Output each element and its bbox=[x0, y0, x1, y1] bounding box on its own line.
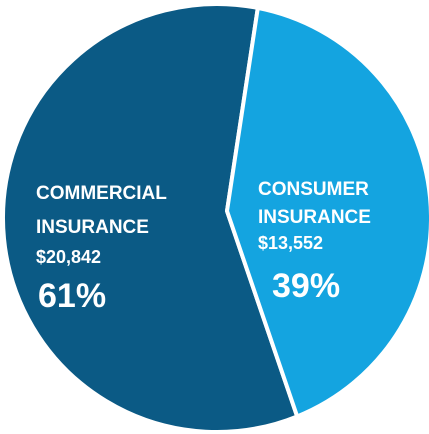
commercial-label-line-1: COMMERCIAL bbox=[36, 183, 167, 204]
consumer-label-group: CONSUMER INSURANCE $13,552 39% bbox=[258, 179, 371, 305]
consumer-label-line-2: INSURANCE bbox=[258, 207, 371, 228]
commercial-percent-label: 61% bbox=[38, 277, 106, 315]
commercial-value-label: $20,842 bbox=[36, 247, 101, 267]
pie-slice-commercial bbox=[1, 2, 300, 434]
commercial-label-group: COMMERCIAL INSURANCE $20,842 61% bbox=[36, 183, 167, 315]
commercial-label-line-2: INSURANCE bbox=[36, 217, 149, 238]
pie-slice-consumer bbox=[225, 5, 429, 419]
consumer-percent-label: 39% bbox=[272, 267, 340, 305]
consumer-label-line-1: CONSUMER bbox=[258, 179, 369, 200]
consumer-value-label: $13,552 bbox=[258, 233, 323, 253]
